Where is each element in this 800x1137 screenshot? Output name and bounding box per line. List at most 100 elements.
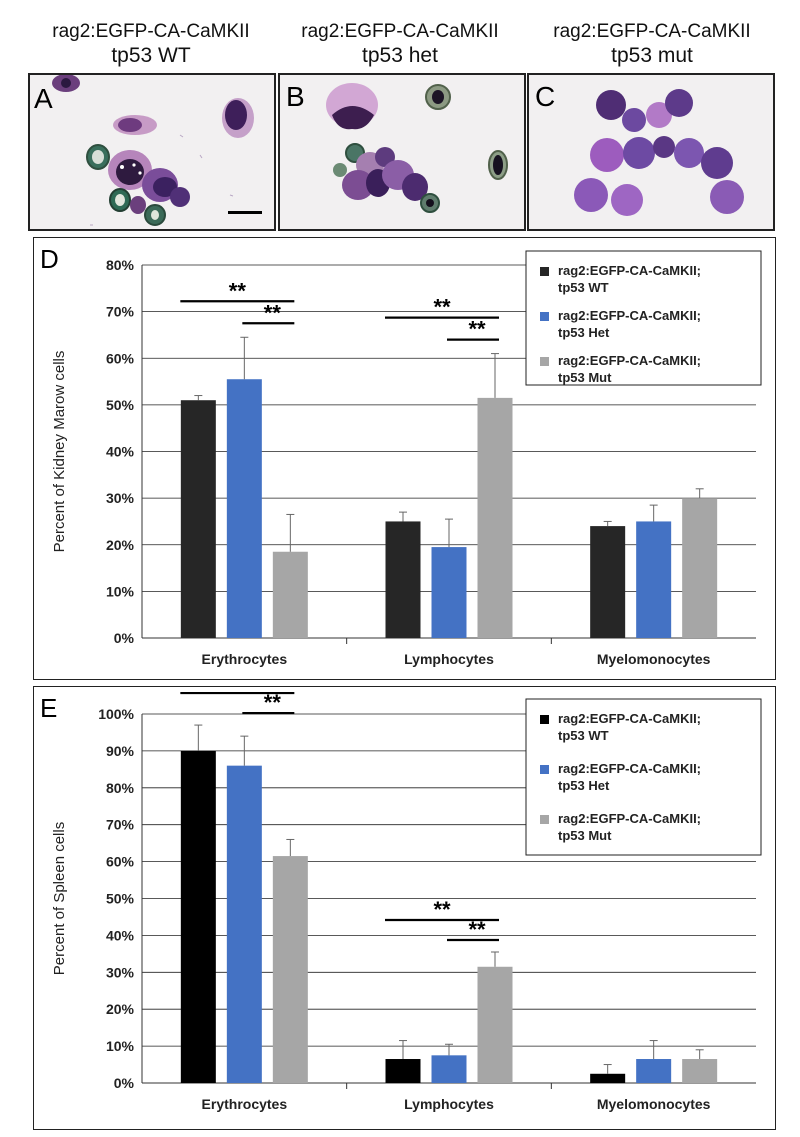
significance-label: ** — [433, 897, 451, 922]
y-tick-label: 30% — [106, 490, 135, 506]
y-tick-label: 50% — [106, 891, 135, 907]
y-tick-label: 90% — [106, 743, 135, 759]
micrograph-b: B — [278, 73, 526, 231]
y-tick-label: 20% — [106, 537, 135, 553]
x-tick-label: Erythrocytes — [202, 1096, 288, 1112]
panel-c-title-line1: rag2:EGFP-CA-CaMKII — [553, 21, 751, 42]
panel-b-title: rag2:EGFP-CA-CaMKII tp53 het — [275, 20, 525, 68]
y-tick-label: 40% — [106, 444, 135, 460]
y-tick-label: 70% — [106, 817, 135, 833]
legend-swatch — [540, 715, 549, 724]
legend-label: tp53 WT — [558, 280, 609, 295]
chart-d-plot: D 0% 10% 20% 30% 40% 50% 60% 70% 80% Percent of Ki… — [40, 244, 762, 667]
chart-panel-letter: D — [40, 244, 59, 274]
chart-e-spleen: E 0% 10% 20% 30% 40% 50% 60% 70% 80% 90% 100% Percen… — [33, 686, 776, 1130]
y-tick-label: 10% — [106, 583, 135, 599]
y-axis-label: Percent of Kidney Marow cells — [51, 351, 68, 553]
chart-d-kidney-marrow: D 0% 10% 20% 30% 40% 50% 60% 70% 80% Percent of Ki… — [33, 237, 776, 680]
y-tick-label: 0% — [114, 1075, 135, 1091]
bar — [590, 1073, 626, 1083]
bar — [385, 1059, 421, 1083]
significance-label: ** — [264, 690, 282, 715]
bar — [226, 765, 262, 1083]
bar — [431, 1055, 467, 1083]
x-tick-label: Myelomonocytes — [597, 1096, 711, 1112]
panel-a-title: rag2:EGFP-CA-CaMKII tp53 WT — [26, 20, 276, 68]
legend-label: rag2:EGFP-CA-CaMKII; — [558, 811, 701, 826]
legend-swatch — [540, 267, 549, 276]
micrograph-b-image — [326, 83, 508, 213]
y-tick-label: 100% — [98, 706, 134, 722]
legend-label: tp53 Mut — [558, 370, 612, 385]
legend: rag2:EGFP-CA-CaMKII; tp53 WT rag2:EGFP-CA-… — [525, 698, 762, 856]
legend-label: rag2:EGFP-CA-CaMKII; — [558, 761, 701, 776]
bar — [636, 521, 672, 638]
micrograph-a-image — [52, 75, 262, 226]
y-tick-label: 10% — [106, 1038, 135, 1054]
significance-label: ** — [229, 687, 247, 695]
bar — [272, 551, 308, 638]
panel-c-letter: C — [535, 81, 556, 112]
x-tick-label: Erythrocytes — [202, 651, 288, 667]
y-tick-label: 80% — [106, 780, 135, 796]
panel-a-title-line2: tp53 WT — [111, 44, 191, 67]
micrograph-c: C — [527, 73, 775, 231]
bar — [272, 856, 308, 1083]
x-tick-label: Myelomonocytes — [597, 651, 711, 667]
legend-swatch — [540, 765, 549, 774]
micrograph-a: A — [28, 73, 276, 231]
legend-label: tp53 Het — [558, 325, 610, 340]
chart-e-plot: E 0% 10% 20% 30% 40% 50% 60% 70% 80% 90% 100% Percen… — [40, 687, 762, 1112]
y-tick-label: 30% — [106, 964, 135, 980]
micrograph-c-image — [574, 89, 744, 216]
bar — [682, 498, 718, 638]
bar — [636, 1059, 672, 1083]
significance-label: ** — [229, 278, 247, 303]
legend-label: rag2:EGFP-CA-CaMKII; — [558, 711, 701, 726]
legend-label: rag2:EGFP-CA-CaMKII; — [558, 263, 701, 278]
bar — [477, 397, 513, 638]
legend-swatch — [540, 312, 549, 321]
legend-label: rag2:EGFP-CA-CaMKII; — [558, 353, 701, 368]
legend-label: rag2:EGFP-CA-CaMKII; — [558, 308, 701, 323]
bar — [180, 400, 216, 638]
legend-label: tp53 Mut — [558, 828, 612, 843]
bar — [226, 379, 262, 638]
y-tick-label: 70% — [106, 304, 135, 320]
legend-box — [525, 250, 762, 386]
panel-b-letter: B — [286, 81, 305, 112]
bar — [385, 521, 421, 638]
significance-label: ** — [468, 317, 486, 342]
y-tick-label: 60% — [106, 854, 135, 870]
legend-label: tp53 Het — [558, 778, 610, 793]
panel-b-title-line1: rag2:EGFP-CA-CaMKII — [301, 21, 499, 42]
panel-b-title-line2: tp53 het — [362, 44, 438, 67]
significance-label: ** — [468, 917, 486, 942]
legend: rag2:EGFP-CA-CaMKII; tp53 WT rag2:EGFP-CA-… — [525, 250, 762, 386]
significance-label: ** — [433, 295, 451, 320]
panel-a-letter: A — [34, 83, 53, 114]
y-tick-label: 60% — [106, 350, 135, 366]
legend-swatch — [540, 357, 549, 366]
bar — [431, 547, 467, 638]
x-tick-label: Lymphocytes — [404, 1096, 494, 1112]
y-axis-label: Percent of Spleen cells — [51, 822, 68, 975]
y-tick-label: 0% — [114, 630, 135, 646]
legend-swatch — [540, 815, 549, 824]
panel-a-title-line1: rag2:EGFP-CA-CaMKII — [52, 21, 250, 42]
bar — [590, 526, 626, 638]
panel-c-title-line2: tp53 mut — [611, 44, 693, 67]
legend-label: tp53 WT — [558, 728, 609, 743]
bar — [477, 966, 513, 1083]
significance-label: ** — [264, 300, 282, 325]
bar — [180, 750, 216, 1083]
panel-c-title: rag2:EGFP-CA-CaMKII tp53 mut — [527, 20, 777, 68]
x-tick-label: Lymphocytes — [404, 651, 494, 667]
legend-box — [525, 698, 762, 856]
y-tick-label: 50% — [106, 397, 135, 413]
y-tick-label: 80% — [106, 257, 135, 273]
chart-panel-letter: E — [40, 693, 57, 723]
bar — [682, 1059, 718, 1083]
y-tick-label: 40% — [106, 927, 135, 943]
y-tick-label: 20% — [106, 1001, 135, 1017]
